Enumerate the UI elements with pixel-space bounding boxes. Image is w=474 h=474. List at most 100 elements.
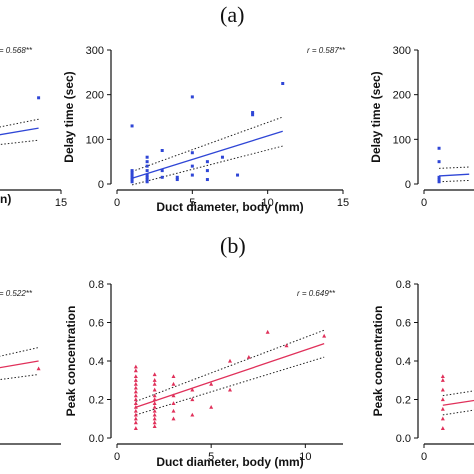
x-tick-label: 0 <box>421 451 427 463</box>
data-point <box>152 424 157 429</box>
data-point <box>440 374 445 378</box>
ci-upper-line <box>442 390 474 397</box>
data-point <box>130 178 134 182</box>
data-point <box>437 175 441 179</box>
data-point <box>152 416 157 421</box>
data-point <box>265 329 270 334</box>
data-point <box>152 420 157 425</box>
x-tick-label: 0 <box>421 197 427 209</box>
correlation-label: r = 0.649** <box>297 289 336 298</box>
data-point <box>145 178 149 182</box>
y-tick-label: 300 <box>86 45 104 57</box>
data-point <box>133 385 138 390</box>
y-tick-label: 0.8 <box>396 279 411 291</box>
y-tick-label: 0.2 <box>89 395 104 407</box>
data-point <box>133 381 138 386</box>
fit-line <box>439 173 470 177</box>
y-tick-label: 0.6 <box>89 318 104 330</box>
data-point <box>145 160 149 164</box>
data-point <box>171 416 176 421</box>
y-tick-label: 0.6 <box>396 318 411 330</box>
data-point <box>160 169 164 173</box>
data-point <box>145 164 149 168</box>
ci-lower-line <box>0 139 39 145</box>
x-tick-label: 0 <box>114 451 120 463</box>
data-point <box>175 175 179 179</box>
data-point <box>440 416 445 421</box>
data-point <box>175 178 179 182</box>
data-point <box>190 164 194 168</box>
data-point <box>209 405 214 409</box>
chart-b-right: 0.0 0.2 0.4 0.6 0.8 Peak concentration 0 <box>371 279 474 463</box>
ci-lower-line <box>439 179 470 183</box>
data-point <box>440 378 445 382</box>
data-point <box>440 397 445 402</box>
data-point <box>284 343 289 348</box>
ci-upper-line <box>131 116 283 172</box>
data-point <box>133 420 138 425</box>
y-tick-label: 200 <box>86 90 104 102</box>
data-point <box>152 372 157 377</box>
ci-lower-line <box>135 356 325 416</box>
data-point <box>437 180 441 184</box>
y-axis-title: Peak concentration <box>64 306 78 417</box>
data-point <box>440 426 445 430</box>
data-point <box>281 82 285 85</box>
data-point <box>152 397 157 402</box>
data-point <box>145 175 149 179</box>
data-point <box>246 354 251 359</box>
x-tick-label: 10 <box>299 451 311 463</box>
data-point <box>130 124 134 128</box>
data-point <box>205 169 209 173</box>
y-axis-title: Peak concentration <box>371 306 385 417</box>
fit-line <box>131 130 283 179</box>
data-point <box>152 405 157 409</box>
y-tick-label: 300 <box>393 45 411 57</box>
data-point <box>130 171 134 175</box>
data-point <box>133 389 138 394</box>
data-point <box>152 408 157 413</box>
data-point <box>160 149 164 152</box>
x-tick-label: 10 <box>262 197 274 209</box>
data-point <box>437 146 441 150</box>
data-point <box>133 368 138 373</box>
data-point <box>437 178 441 182</box>
ci-lower-line <box>442 409 474 416</box>
data-point <box>133 374 138 378</box>
data-point <box>171 374 176 378</box>
data-point <box>130 180 134 184</box>
data-point <box>228 387 232 392</box>
data-point <box>152 387 157 392</box>
data-point <box>133 426 138 430</box>
x-axis-title: Duct diameter, body (mm) <box>156 200 303 214</box>
y-axis-title: Delay time (sec) <box>62 71 76 162</box>
data-point <box>190 387 195 392</box>
y-tick-label: 0.4 <box>89 356 104 368</box>
data-point <box>152 393 157 398</box>
data-point <box>437 160 441 164</box>
data-point <box>190 95 194 99</box>
fit-line <box>0 360 39 369</box>
fit-line <box>442 399 474 406</box>
ci-lower-line <box>0 373 39 381</box>
data-point <box>145 169 149 173</box>
data-point <box>36 366 41 371</box>
fit-line <box>0 127 39 136</box>
data-point <box>190 151 194 155</box>
panel-label-a: (a) <box>220 2 245 27</box>
data-point <box>205 160 209 164</box>
y-tick-label: 0.8 <box>89 279 104 291</box>
y-tick-label: 200 <box>393 90 411 102</box>
data-point <box>171 393 176 398</box>
data-point <box>171 401 176 405</box>
chart-a-left: 15 n) r = 0.568** <box>0 46 67 209</box>
y-tick-label: 100 <box>86 134 104 146</box>
data-point <box>133 397 138 402</box>
chart-b-left: r = 0.522** <box>0 289 61 445</box>
data-point <box>205 178 209 182</box>
x-axis-title-fragment: n) <box>0 192 11 206</box>
ci-upper-line <box>0 118 39 128</box>
data-point <box>152 378 157 382</box>
data-point <box>133 412 138 417</box>
